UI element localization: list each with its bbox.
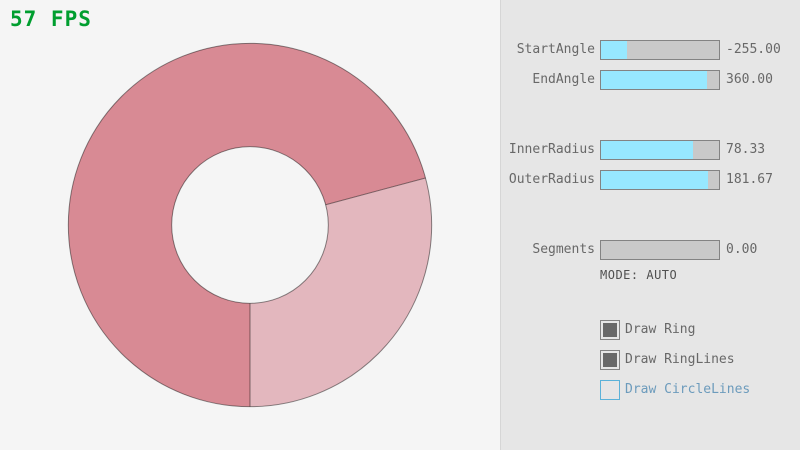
endangle-slider[interactable]: [600, 70, 720, 90]
checkbox-draw-ring[interactable]: Draw Ring: [600, 320, 790, 340]
outerradius-slider[interactable]: [600, 170, 720, 190]
innerradius-label: InnerRadius: [508, 142, 595, 157]
outerradius-label: OuterRadius: [508, 172, 595, 187]
checkbox-draw-circlelines[interactable]: Draw CircleLines: [600, 380, 790, 400]
endangle-label: EndAngle: [532, 72, 595, 87]
outerradius-value: 181.67: [726, 172, 773, 187]
draw-circlelines-checkbox[interactable]: [600, 380, 620, 400]
innerradius-slider-fill: [601, 141, 694, 159]
segments-value: 0.00: [726, 242, 758, 257]
checkbox-draw-ringlines[interactable]: Draw RingLines: [600, 350, 790, 370]
mode-status-text: MODE: AUTO: [600, 268, 678, 282]
segments-slider[interactable]: [600, 240, 720, 260]
segments-label: Segments: [532, 242, 595, 257]
innerradius-slider[interactable]: [600, 140, 720, 160]
startangle-slider[interactable]: [600, 40, 720, 60]
checkmark: [603, 323, 617, 337]
slider-row-outerradius: OuterRadius 181.67: [0, 170, 800, 190]
startangle-value: -255.00: [726, 42, 781, 57]
startangle-slider-fill: [601, 41, 627, 59]
draw-circlelines-label: Draw CircleLines: [625, 382, 751, 397]
draw-ring-label: Draw Ring: [625, 322, 696, 337]
endangle-slider-fill: [601, 71, 708, 89]
draw-ring-checkbox[interactable]: [600, 320, 620, 340]
slider-row-endangle: EndAngle 360.00: [0, 70, 800, 90]
endangle-value: 360.00: [726, 72, 773, 87]
slider-row-startangle: StartAngle -255.00: [0, 40, 800, 60]
startangle-label: StartAngle: [516, 42, 595, 57]
draw-ringlines-checkbox[interactable]: [600, 350, 620, 370]
slider-row-segments: Segments 0.00: [0, 240, 800, 260]
slider-row-innerradius: InnerRadius 78.33: [0, 140, 800, 160]
ring-drawing: [67, 42, 433, 408]
checkmark: [603, 353, 617, 367]
fps-counter: 57 FPS: [10, 7, 92, 31]
innerradius-value: 78.33: [726, 142, 766, 157]
draw-ringlines-label: Draw RingLines: [625, 352, 735, 367]
outerradius-slider-fill: [601, 171, 709, 189]
